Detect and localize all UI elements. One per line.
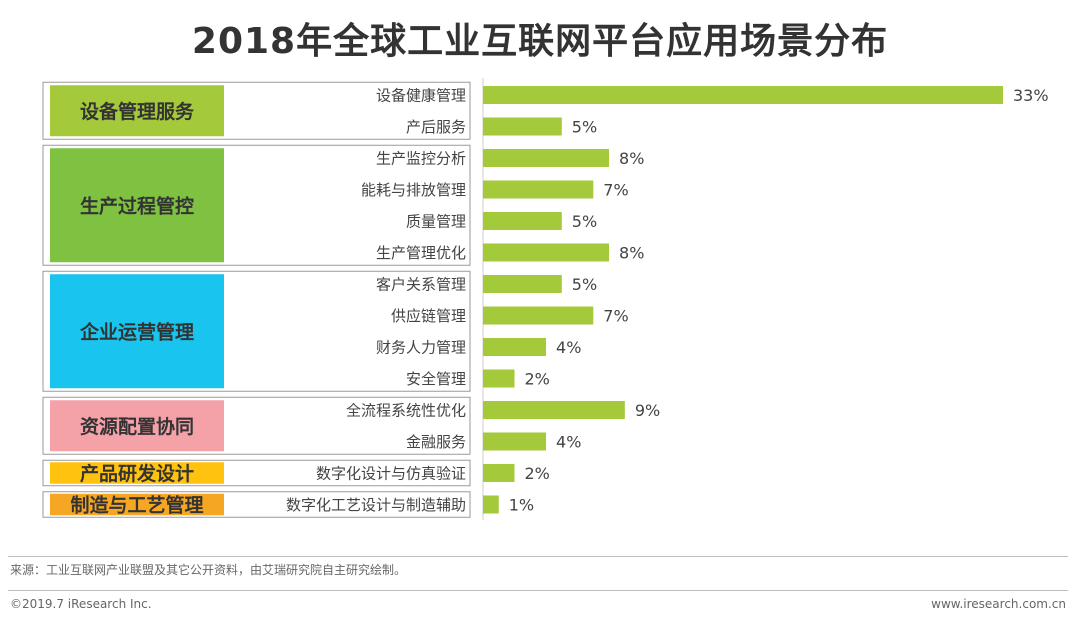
group-box — [42, 396, 471, 455]
group-category-label: 企业运营管理 — [79, 320, 194, 343]
bar-value-label: 33% — [1013, 86, 1049, 105]
bar — [483, 495, 499, 514]
bar — [483, 86, 1003, 104]
group-box — [42, 144, 471, 266]
category-label: 数字化设计与仿真验证 — [316, 465, 466, 483]
bar — [483, 338, 547, 356]
group-box — [42, 81, 471, 140]
bar — [483, 149, 610, 167]
bar — [483, 401, 625, 419]
group-category-block — [50, 400, 224, 452]
bar-value-label: 5% — [572, 212, 597, 231]
bar — [483, 243, 610, 262]
category-label: 能耗与排放管理 — [361, 181, 466, 199]
group-category-block — [50, 148, 224, 263]
category-label: 财务人力管理 — [376, 339, 466, 357]
group-category-label: 制造与工艺管理 — [70, 494, 203, 517]
category-label: 生产监控分析 — [376, 150, 466, 168]
copyright: ©2019.7 iResearch Inc. — [10, 597, 152, 611]
bar — [483, 212, 562, 230]
bar — [483, 306, 594, 325]
group-category-block — [50, 85, 224, 137]
category-label: 生产管理优化 — [376, 244, 466, 262]
category-label: 供应链管理 — [391, 307, 466, 325]
bar-value-label: 2% — [525, 370, 550, 389]
bar-value-label: 1% — [509, 496, 534, 515]
group-category-block — [50, 493, 224, 516]
bar-value-label: 8% — [619, 149, 644, 168]
bar-value-label: 4% — [556, 338, 581, 357]
bar-value-label: 4% — [556, 433, 581, 452]
footer-divider-top — [8, 556, 1068, 557]
category-label: 全流程系统性优化 — [346, 402, 466, 420]
bar — [483, 117, 562, 136]
bar-value-label: 5% — [572, 275, 597, 294]
footer-divider-bottom — [8, 590, 1068, 591]
bar — [483, 180, 594, 199]
group-category-block — [50, 462, 224, 484]
bar-value-label: 7% — [603, 307, 628, 326]
category-label: 产后服务 — [406, 118, 466, 136]
category-label: 数字化工艺设计与制造辅助 — [286, 496, 466, 514]
category-label: 客户关系管理 — [376, 276, 466, 294]
website-url: www.iresearch.com.cn — [931, 597, 1066, 611]
group-box — [42, 270, 471, 392]
bar — [483, 275, 562, 293]
category-label: 金融服务 — [406, 433, 466, 451]
group-box — [42, 459, 471, 487]
chart-title: 2018年全球工业互联网平台应用场景分布 — [191, 21, 889, 62]
bar — [483, 464, 515, 482]
group-category-label: 产品研发设计 — [80, 462, 194, 485]
group-category-label: 生产过程管控 — [80, 194, 194, 217]
category-label: 质量管理 — [406, 213, 466, 231]
bar-value-label: 7% — [603, 181, 628, 200]
category-label: 安全管理 — [406, 370, 466, 388]
source-note: 来源：工业互联网产业联盟及其它公开资料，由艾瑞研究院自主研究绘制。 — [10, 563, 407, 577]
bar-chart: 设备管理服务 设备健康管理 33% 产后服务 5% 生产过程管控 生产监控分析 8% 能耗与排放… — [42, 78, 1049, 520]
category-label: 设备健康管理 — [376, 87, 466, 105]
group-category-label: 资源配置协同 — [80, 415, 194, 438]
bar — [483, 369, 515, 388]
group-category-label: 设备管理服务 — [80, 100, 195, 123]
bar-value-label: 5% — [572, 118, 597, 137]
group-box — [42, 491, 471, 518]
bar-value-label: 9% — [635, 401, 660, 420]
bar — [483, 432, 547, 451]
group-category-block — [50, 274, 224, 389]
bar-value-label: 8% — [619, 244, 644, 263]
bar-value-label: 2% — [525, 464, 550, 483]
